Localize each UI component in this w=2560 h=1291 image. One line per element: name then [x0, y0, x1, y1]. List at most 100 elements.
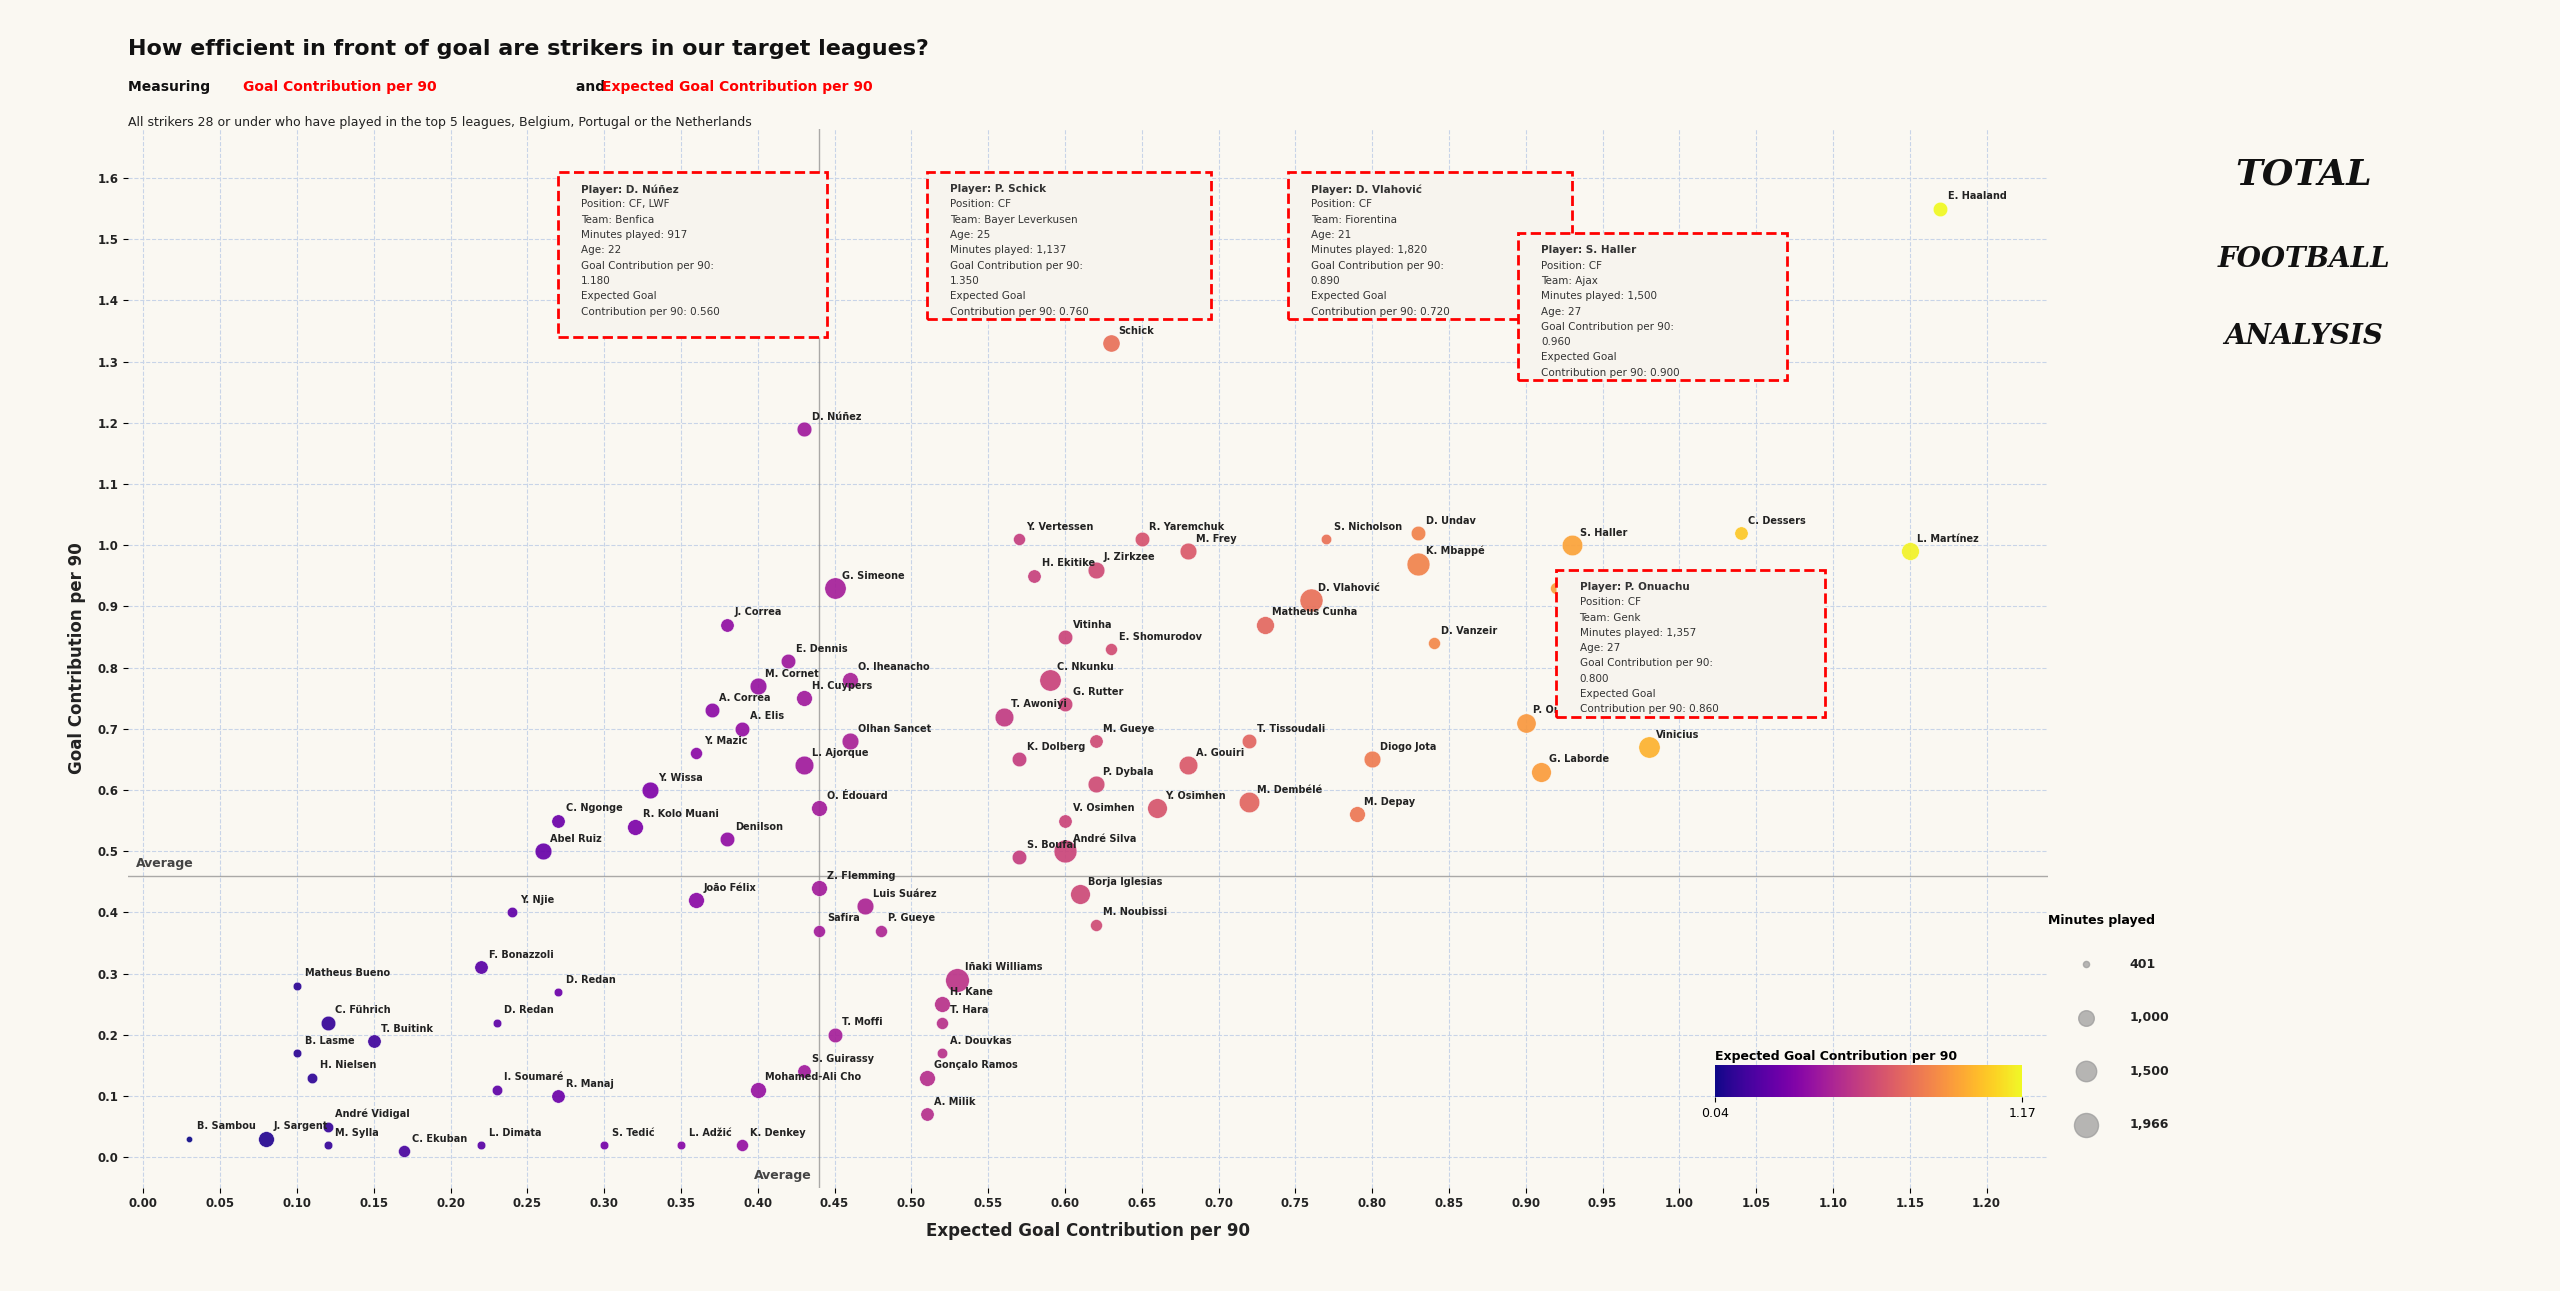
- Text: Expected Goal: Expected Goal: [1541, 352, 1618, 363]
- Text: Contribution per 90: 0.720: Contribution per 90: 0.720: [1311, 306, 1449, 316]
- Text: Team: Genk: Team: Genk: [1580, 612, 1641, 622]
- Text: Abel Ruiz: Abel Ruiz: [550, 834, 602, 844]
- Text: Average: Average: [753, 1168, 812, 1181]
- Point: [691, 700, 732, 720]
- Text: M. Dembélé: M. Dembélé: [1257, 785, 1321, 795]
- Point: [768, 651, 809, 671]
- Text: Y. Osimhen: Y. Osimhen: [1165, 791, 1226, 800]
- Point: [538, 1086, 579, 1106]
- Text: L. Dimata: L. Dimata: [489, 1127, 543, 1137]
- Point: [922, 1012, 963, 1033]
- Text: Age: 25: Age: 25: [950, 230, 991, 240]
- Text: Denilson: Denilson: [735, 821, 783, 831]
- Point: [660, 1135, 701, 1155]
- Text: 0.800: 0.800: [1580, 674, 1610, 684]
- Text: Position: CF: Position: CF: [950, 200, 1011, 209]
- Point: [814, 1025, 855, 1046]
- Text: All strikers 28 or under who have played in the top 5 leagues, Belgium, Portugal: All strikers 28 or under who have played…: [128, 116, 753, 129]
- Text: Contribution per 90: 0.900: Contribution per 90: 0.900: [1541, 368, 1679, 378]
- Text: João Félix: João Félix: [704, 882, 758, 893]
- Text: H. Kane: H. Kane: [950, 986, 993, 997]
- Text: S. Tedić: S. Tedić: [612, 1127, 655, 1137]
- Text: Goal Contribution per 90:: Goal Contribution per 90:: [950, 261, 1083, 271]
- Text: Team: Ajax: Team: Ajax: [1541, 276, 1597, 287]
- Point: [1398, 554, 1439, 574]
- Text: C. Ngonge: C. Ngonge: [566, 803, 622, 813]
- Text: Matheus Bueno: Matheus Bueno: [305, 968, 389, 979]
- Point: [1720, 523, 1761, 544]
- Point: [461, 957, 502, 977]
- Text: D. Redan: D. Redan: [566, 975, 614, 985]
- Text: K. Dolberg: K. Dolberg: [1027, 742, 1085, 753]
- Point: [799, 920, 840, 941]
- Text: Contribution per 90: 0.860: Contribution per 90: 0.860: [1580, 705, 1718, 714]
- Point: [860, 920, 901, 941]
- Text: Measuring: Measuring: [128, 80, 215, 94]
- Text: Minutes played: 1,357: Minutes played: 1,357: [1580, 627, 1695, 638]
- Text: Schick: Schick: [1119, 325, 1155, 336]
- Point: [707, 615, 748, 635]
- Text: S. Boufal: S. Boufal: [1027, 840, 1075, 849]
- Point: [1029, 670, 1070, 691]
- Text: K. Mbappé: K. Mbappé: [1426, 546, 1485, 556]
- Text: Player: D. Núñez: Player: D. Núñez: [581, 185, 678, 195]
- Text: Y. Wissa: Y. Wissa: [658, 772, 701, 782]
- Text: Y. Njie: Y. Njie: [520, 895, 553, 905]
- Text: E. Dennis: E. Dennis: [796, 644, 847, 655]
- Text: F. Bonazzoli: F. Bonazzoli: [489, 950, 553, 961]
- Point: [307, 1117, 348, 1137]
- Point: [676, 742, 717, 763]
- Point: [1229, 731, 1270, 751]
- Text: Player: S. Haller: Player: S. Haller: [1541, 245, 1636, 256]
- Point: [1920, 199, 1961, 219]
- Text: Safira: Safira: [827, 913, 860, 923]
- Point: [1091, 639, 1132, 660]
- Point: [276, 976, 317, 997]
- Text: Age: 27: Age: 27: [1580, 643, 1620, 653]
- Text: M. Sylla: M. Sylla: [335, 1127, 379, 1137]
- Text: Age: 21: Age: 21: [1311, 230, 1352, 240]
- Point: [476, 1079, 517, 1100]
- Text: B. Lasme: B. Lasme: [305, 1035, 353, 1046]
- Text: P. Dybala: P. Dybala: [1103, 767, 1155, 776]
- Point: [522, 840, 563, 861]
- Text: S. Haller: S. Haller: [1580, 528, 1628, 538]
- Text: Vitinha: Vitinha: [1073, 620, 1111, 630]
- Point: [246, 1128, 287, 1149]
- Text: Z. Flemming: Z. Flemming: [827, 870, 896, 880]
- Point: [722, 1135, 763, 1155]
- Text: Team: Bayer Leverkusen: Team: Bayer Leverkusen: [950, 214, 1078, 225]
- Text: O. Iheanacho: O. Iheanacho: [858, 662, 929, 673]
- Point: [1551, 534, 1592, 555]
- Point: [1521, 762, 1562, 782]
- Text: R. Manaj: R. Manaj: [566, 1078, 614, 1088]
- Text: M. Noubissi: M. Noubissi: [1103, 908, 1167, 917]
- Point: [292, 1068, 333, 1088]
- Text: and: and: [571, 80, 609, 94]
- FancyBboxPatch shape: [558, 172, 827, 337]
- Text: Borja Iglesias: Borja Iglesias: [1088, 877, 1162, 887]
- Point: [630, 780, 671, 800]
- Text: Average: Average: [136, 856, 195, 870]
- Point: [922, 994, 963, 1015]
- FancyBboxPatch shape: [1288, 172, 1572, 319]
- Point: [783, 688, 824, 709]
- Text: Matheus Cunha: Matheus Cunha: [1272, 607, 1357, 617]
- Text: Position: CF: Position: CF: [1311, 200, 1372, 209]
- Text: H. Nielsen: H. Nielsen: [320, 1060, 376, 1070]
- Text: Contribution per 90: 0.560: Contribution per 90: 0.560: [581, 306, 719, 316]
- Text: TOTAL: TOTAL: [2235, 158, 2373, 191]
- Text: Diogo Jota: Diogo Jota: [1380, 742, 1436, 753]
- Point: [783, 755, 824, 776]
- Text: 1,966: 1,966: [2130, 1118, 2168, 1131]
- Point: [1075, 559, 1116, 580]
- Point: [614, 816, 655, 837]
- Text: Position: CF: Position: CF: [1580, 598, 1641, 607]
- Point: [829, 670, 870, 691]
- Text: André Vidigal: André Vidigal: [335, 1109, 410, 1119]
- Point: [1044, 626, 1085, 647]
- Text: M. Depay: M. Depay: [1364, 797, 1416, 807]
- Text: J. Correa: J. Correa: [735, 607, 783, 617]
- Text: Expected Goal Contribution per 90: Expected Goal Contribution per 90: [1715, 1050, 1958, 1062]
- Text: 1,000: 1,000: [2130, 1011, 2171, 1024]
